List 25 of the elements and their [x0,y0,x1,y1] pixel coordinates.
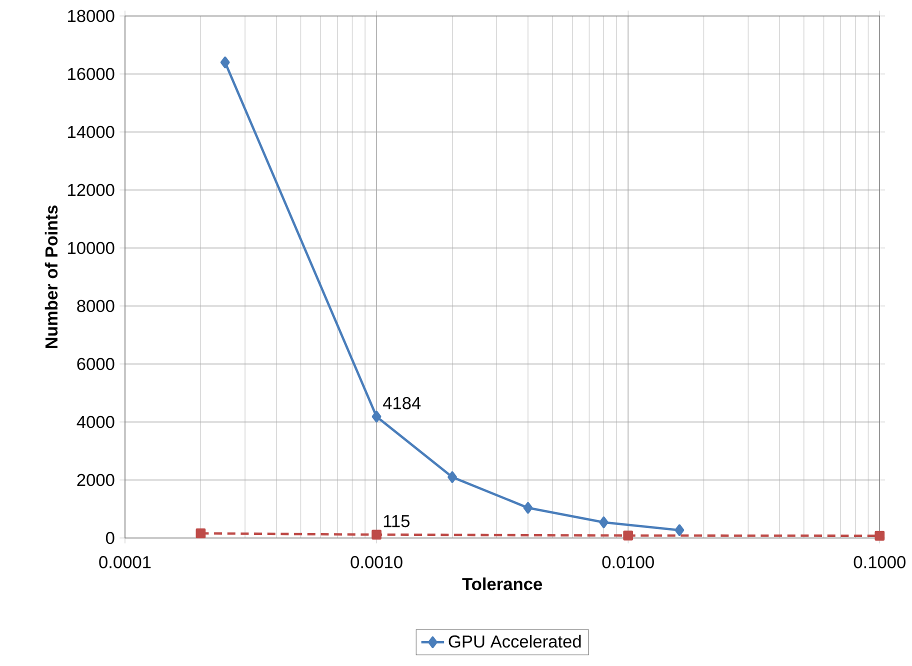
annotation: 4184 [382,397,421,410]
x-tick-label: 0.0100 [602,556,654,568]
y-tick-label: 8000 [77,300,114,312]
y-tick-label: 2000 [77,474,114,486]
x-tick-label: 0.0001 [99,556,151,568]
legend-label: GPU Accelerated [448,634,581,648]
point [372,410,382,423]
x-tick-label: 0.1000 [854,556,906,568]
y-tick-label: 6000 [77,358,114,370]
y-tick-label: 18000 [68,10,114,22]
y-tick-label: 0 [106,532,114,544]
y-axis-title: Number of Points [44,205,58,348]
y-tick-label: 12000 [68,184,114,196]
x-axis-title: Tolerance [462,577,542,590]
point [599,516,608,528]
point [523,502,533,514]
x-tick-label: 0.0010 [350,556,402,568]
y-tick-label: 14000 [68,126,114,138]
y-tick-label: 16000 [68,68,114,80]
y-tick-label: 10000 [68,242,114,254]
annotation: 115 [384,515,410,528]
y-tick-label: 4000 [76,416,114,428]
point [448,471,457,483]
point [674,524,684,536]
point [372,530,382,540]
